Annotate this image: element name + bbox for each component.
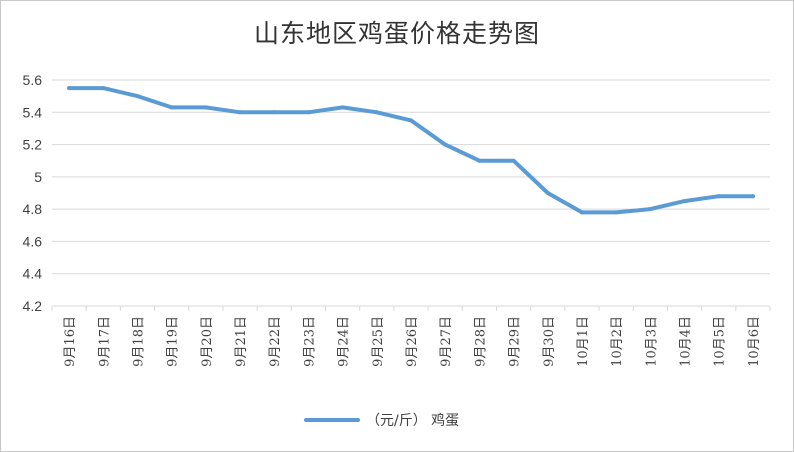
data-point — [716, 194, 721, 199]
data-point — [614, 210, 619, 215]
x-tick-label: 10月3日 — [644, 316, 659, 367]
data-point — [477, 158, 482, 163]
data-point — [306, 110, 311, 115]
x-tick-label: 9月19日 — [166, 316, 181, 367]
x-tick-label: 10月2日 — [610, 316, 625, 367]
data-point — [238, 110, 243, 115]
y-tick-label: 5.2 — [23, 137, 43, 153]
data-point — [67, 86, 72, 91]
data-point — [545, 191, 550, 195]
chart-title: 山东地区鸡蛋价格走势图 — [253, 19, 540, 48]
data-point — [340, 105, 345, 110]
y-tick-label: 5.4 — [23, 104, 43, 120]
x-tick-label: 9月16日 — [63, 316, 78, 367]
y-tick-label: 5.6 — [23, 72, 43, 88]
x-axis-ticks: 9月16日 9月17日 9月18日 9月19日 9月20日 9月21日 9月22日 9月23日… — [63, 316, 762, 367]
x-tick-label: 9月30日 — [542, 316, 557, 367]
y-tick-label: 4.6 — [23, 233, 43, 249]
x-tick-label: 10月5日 — [713, 316, 728, 367]
x-tick-label: 10月1日 — [576, 316, 591, 367]
x-tick-label: 9月24日 — [337, 316, 352, 367]
gridlines — [51, 79, 771, 311]
legend-label: （元/斤） 鸡蛋 — [366, 412, 459, 429]
data-point — [272, 110, 277, 115]
x-tick-label: 9月22日 — [268, 316, 283, 367]
x-tick-label: 9月25日 — [371, 316, 386, 367]
series-layer — [67, 86, 755, 215]
data-point — [511, 158, 516, 163]
data-point — [203, 105, 208, 110]
data-point — [750, 194, 755, 199]
y-tick-label: 4.4 — [23, 266, 43, 282]
x-tick-label: 9月17日 — [97, 316, 112, 367]
data-point — [409, 118, 413, 123]
y-tick-label: 4.2 — [23, 298, 43, 314]
legend[interactable]: （元/斤） 鸡蛋 — [304, 412, 459, 429]
data-point — [579, 210, 584, 215]
x-tick-label: 10月6日 — [747, 316, 762, 367]
x-tick-label: 9月20日 — [200, 316, 215, 367]
x-tick-label: 9月29日 — [508, 316, 523, 367]
y-axis-ticks: 5.6 5.4 5.2 5 4.8 4.6 4.4 4.2 — [23, 72, 43, 314]
data-point — [169, 105, 174, 110]
data-point — [682, 199, 687, 204]
y-tick-label: 5 — [34, 169, 42, 185]
y-tick-label: 4.8 — [23, 201, 43, 217]
x-tick-label: 10月4日 — [679, 316, 694, 367]
data-point — [374, 110, 379, 115]
x-tick-label: 9月23日 — [302, 316, 317, 367]
x-tick-label: 9月21日 — [234, 316, 249, 367]
x-tick-label: 9月26日 — [405, 316, 420, 367]
data-point — [648, 207, 653, 212]
data-point — [135, 94, 140, 99]
x-tick-label: 9月27日 — [439, 316, 454, 367]
x-tick-label: 9月18日 — [131, 316, 146, 367]
data-point — [101, 86, 106, 91]
data-point — [443, 142, 448, 147]
x-tick-label: 9月28日 — [473, 316, 488, 367]
